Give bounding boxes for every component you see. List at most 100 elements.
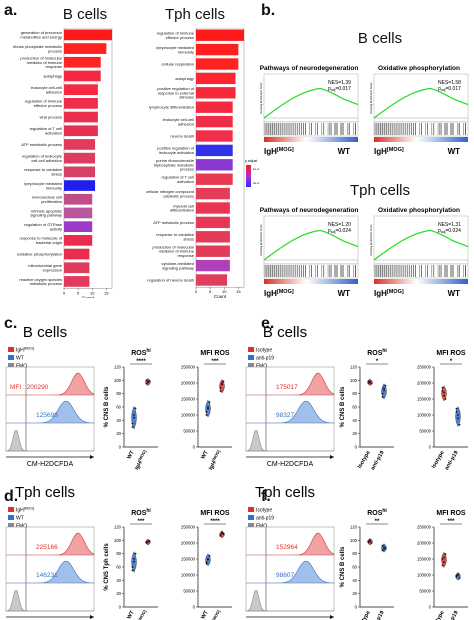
violin-point [441, 564, 444, 567]
gsea-ylabel: Running Enrichment Score [369, 224, 373, 256]
a-bcells-bar [64, 43, 107, 54]
a-tph-bar [196, 173, 233, 185]
a-bcells-term: ribose phosphate metabolic process [13, 44, 62, 53]
violin-ytick-label: 50000 [183, 589, 195, 594]
gsea-group-left: IgH[MOG] [264, 147, 294, 156]
flow-legend-swatch [8, 507, 14, 512]
flow-legend-label: WT [16, 356, 24, 362]
a-bcells-term: response to oxidative stress [24, 167, 63, 176]
violin-ros-title: ROShi [131, 508, 151, 517]
flow-title-f: Tph cells [255, 484, 315, 501]
a-tph-term: cellular nitrogen compound catabolic proc… [146, 189, 194, 198]
flow-x-arrowhead [90, 615, 94, 619]
a-bcells-bar [64, 248, 90, 260]
flow-x-arrowhead [330, 615, 334, 619]
violin-ytick-label: 0 [119, 605, 122, 610]
violin-ytick-label: 120 [114, 525, 122, 530]
a-tph-bar [196, 159, 233, 171]
violin-point [145, 379, 148, 382]
violin-point [219, 390, 222, 392]
flow-x-arrowhead [90, 455, 94, 459]
a-tph-bar [196, 274, 228, 286]
violin-xlabel: WT [200, 449, 210, 460]
violin-ytick-label: 0 [429, 445, 432, 450]
violin-point [455, 410, 458, 413]
gsea-ylabel: Running Enrichment Score [369, 82, 373, 114]
violin-ros-sig: **** [136, 359, 146, 365]
flow-mfi-1: 225166 [36, 544, 58, 551]
a-tph-term: positive regulation of leukocyte activati… [157, 146, 195, 155]
flow-legend-swatch [8, 523, 14, 528]
panel-b-gsea: Pathways of neurodegeneration Running Enr… [259, 65, 469, 298]
violin-ytick-label: 100 [114, 378, 122, 383]
violin-point [221, 531, 223, 534]
a-tph-bar [196, 43, 239, 56]
gsea-ylabel: Running Enrichment Score [259, 224, 263, 256]
flow-frame [245, 366, 335, 452]
violin-ytick-label: 20 [116, 591, 121, 596]
a-tph-bar [196, 29, 244, 41]
a-tph-term: production of molecular mediator of immun… [152, 244, 194, 258]
flow-hist-fmo [5, 429, 94, 452]
a-tph-term: autophagy [175, 76, 194, 81]
a-tph-xtick-label: 10 [222, 289, 227, 294]
violin-shape [441, 551, 447, 568]
violin-xlabel: IgH[MOG] [132, 608, 150, 620]
a-bcells-term: mononuclear cell proliferation [32, 195, 62, 204]
violin-ytick-label: 120 [350, 365, 358, 370]
violin-ytick-label: 20 [352, 431, 357, 436]
flow-mfi-1: 152964 [276, 544, 298, 551]
a-tph-bar [196, 245, 230, 257]
violin-shape [219, 379, 225, 394]
violin-ylabel: % CNS B cells [104, 386, 110, 427]
gsea-group-right: WT [338, 147, 351, 156]
gsea-group-right: WT [338, 289, 351, 298]
panel-label-e: e. [261, 315, 275, 332]
flow-legend-swatch [8, 347, 14, 352]
gsea-group-left: IgH[MOG] [374, 147, 404, 156]
a-bcells-bar [64, 152, 96, 164]
violin-mfi-title: MFI ROS [436, 350, 465, 357]
gsea-rank-bar [374, 137, 468, 142]
a-bcells-bar [64, 29, 112, 41]
gsea-barcode-frame [373, 263, 469, 279]
a-bcells-bar [64, 125, 98, 137]
a-tph-bar [196, 216, 230, 229]
violin-ytick-label: 150000 [417, 397, 432, 402]
flow-mfi-2: 98327 [276, 412, 294, 419]
violin-point [443, 394, 445, 397]
violin-ytick-label: 40 [116, 578, 121, 583]
a-bcells-bar [64, 262, 90, 274]
gsea-group-left: IgH[MOG] [374, 289, 404, 298]
violin-point [222, 533, 225, 535]
violin-ytick-label: 150000 [417, 557, 432, 562]
a-bcells-bar [64, 111, 98, 123]
violin-ytick-label: 250000 [417, 525, 432, 530]
flow-mfi-2: 98607 [276, 572, 294, 579]
violin-ytick-label: 120 [114, 365, 122, 370]
flow-frame [5, 366, 95, 452]
gsea-curve [373, 229, 469, 261]
violin-ytick-label: 200000 [181, 541, 196, 546]
violin-point [383, 546, 385, 548]
violin-point [208, 401, 211, 404]
padj-legend-tick: 2e-2 [253, 181, 259, 185]
violin-ros-title: ROShi [367, 508, 387, 517]
flow-legend-swatch [248, 347, 254, 352]
violin-ytick-label: 80 [352, 551, 357, 556]
a-tph-bar [196, 231, 230, 243]
violin-point [457, 573, 459, 576]
violin-point [441, 558, 444, 560]
violin-point [205, 410, 208, 413]
violin-point [381, 392, 384, 395]
panel-a-tph-cells-title: Tph cells [164, 6, 226, 23]
flow-legend-label: Isotype [256, 348, 272, 354]
flow-mfi-1: MFI : 200290 [10, 384, 49, 391]
violin-ytick-label: 120 [350, 525, 358, 530]
a-bcells-term: leukocyte cell-cell adhesion [31, 85, 62, 94]
flow-legend-label: WT [16, 516, 24, 522]
a-bcells-bar [64, 139, 96, 150]
a-bcells-bar [64, 235, 93, 246]
a-tph-xtick-label: 5 [209, 289, 212, 294]
violin-ytick-label: 50000 [183, 429, 195, 434]
